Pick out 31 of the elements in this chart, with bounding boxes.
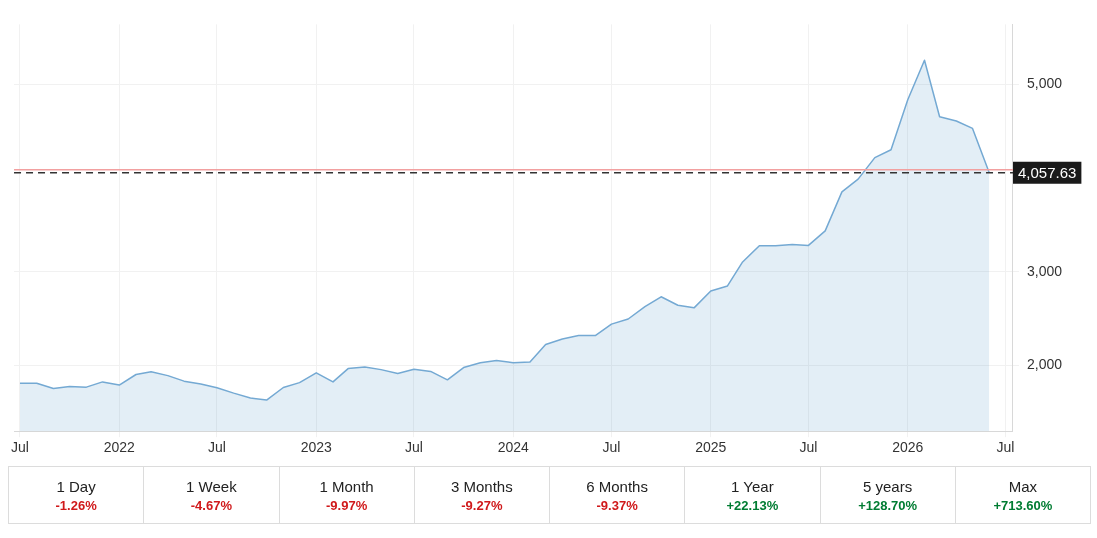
category-label: 1 Day xyxy=(55,478,97,495)
text: -1.26% xyxy=(55,498,97,513)
x-tick-label: 2026 xyxy=(892,439,924,456)
text: -9.37% xyxy=(596,498,638,513)
category-label: 5 years xyxy=(862,478,914,495)
y-tick-label: 5,000 xyxy=(1027,75,1063,92)
category-label: 6 Months xyxy=(585,478,649,495)
x-tick-label: 2023 xyxy=(300,439,333,456)
ref-line-label: 4,057.63 xyxy=(1018,163,1077,181)
text: -4.67% xyxy=(190,498,232,513)
x-tick-label: Jul xyxy=(996,439,1015,456)
text: +22.13% xyxy=(726,498,779,513)
x-tick-label: Jul xyxy=(208,439,226,456)
x-tick-label: 2024 xyxy=(497,439,530,456)
category-label: 1 Week xyxy=(185,478,238,495)
x-tick-label: Jul xyxy=(404,439,423,456)
text: +713.60% xyxy=(993,498,1053,513)
category-label: Max xyxy=(1007,478,1039,495)
category-label: 3 Months xyxy=(450,478,514,495)
y-tick-label: 3,000 xyxy=(1027,262,1063,279)
x-tick-label: Jul xyxy=(602,439,621,456)
x-tick-label: 2022 xyxy=(103,439,136,456)
x-tick-label: 2025 xyxy=(695,439,727,456)
category-label: 1 Month xyxy=(318,478,375,495)
x-tick-label: Jul xyxy=(799,439,818,456)
text: -9.97% xyxy=(326,498,368,513)
x-tick-label: Jul xyxy=(11,439,29,456)
category-label: 1 Year xyxy=(730,478,775,495)
y-tick-label: 2,000 xyxy=(1027,356,1063,373)
text: -9.27% xyxy=(461,498,503,513)
text: +128.70% xyxy=(858,498,918,513)
